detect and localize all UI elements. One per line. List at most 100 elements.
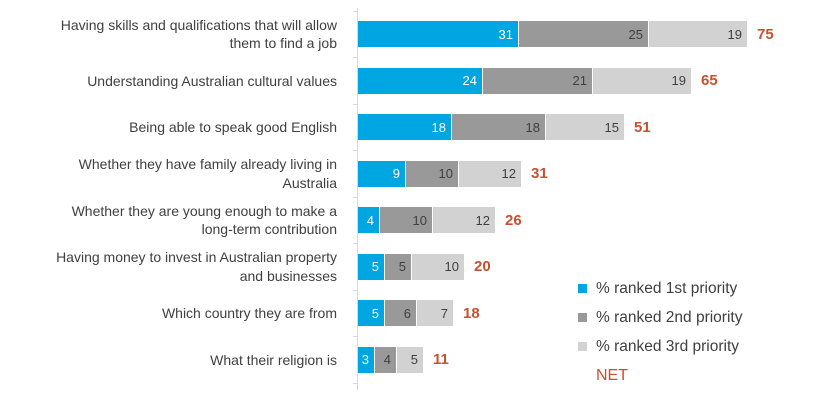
- segment-value-label: 24: [462, 73, 477, 89]
- category-label: Understanding Australian cultural values: [87, 72, 337, 89]
- bar-segment-1st-priority: 9: [358, 160, 405, 187]
- bar-segment-2nd-priority: 4: [375, 346, 396, 373]
- segment-value-label: 5: [371, 259, 379, 275]
- net-value-label: 18: [463, 304, 480, 322]
- bar-segment-1st-priority: 31: [358, 21, 518, 48]
- segment-value-label: 15: [604, 119, 619, 135]
- category-label: Having skills and qualifications that wi…: [60, 16, 337, 52]
- category-label: Which country they are from: [161, 305, 337, 321]
- segment-value-label: 5: [371, 305, 379, 321]
- category-label: Having money to invest in Australian pro…: [56, 249, 337, 284]
- bar-segment-3rd-priority: 7: [417, 300, 453, 327]
- segment-value-label: 4: [366, 212, 374, 228]
- segment-value-label: 10: [438, 166, 453, 182]
- segment-value-label: 19: [671, 73, 686, 89]
- y-axis-line: [357, 8, 358, 390]
- category-label: Being able to speak good English: [129, 119, 337, 135]
- segment-value-label: 9: [392, 166, 400, 182]
- bar-segment-1st-priority: 5: [358, 253, 384, 280]
- category-label: Whether they are young enough to make a …: [71, 202, 337, 238]
- legend-label-1st-priority: % ranked 1st priority: [596, 279, 738, 297]
- segment-value-label: 18: [431, 119, 446, 135]
- axis-tick: [353, 336, 357, 337]
- bar-segment-2nd-priority: 6: [385, 300, 416, 327]
- segment-value-label: 25: [628, 26, 643, 42]
- segment-value-label: 6: [403, 305, 411, 321]
- chart-rows: Having skills and qualifications that wi…: [0, 11, 814, 383]
- net-value-label: 26: [505, 211, 522, 229]
- segment-value-label: 21: [572, 73, 587, 89]
- segment-value-label: 19: [727, 26, 742, 42]
- segment-value-label: 31: [498, 26, 513, 42]
- bar-segment-1st-priority: 5: [358, 300, 384, 327]
- net-value-label: 65: [701, 72, 718, 90]
- bar-segment-3rd-priority: 12: [459, 160, 521, 187]
- stacked-bar: 5 5 10 20: [358, 253, 814, 280]
- axis-tick: [353, 150, 357, 151]
- axis-tick: [353, 196, 357, 198]
- bar-segment-1st-priority: 4: [358, 207, 379, 234]
- legend-swatch-3rd-priority-icon: [578, 342, 587, 351]
- segment-value-label: 10: [412, 212, 427, 228]
- category-label: Whether they have family already living …: [78, 156, 337, 191]
- net-value-label: 75: [757, 25, 774, 43]
- axis-tick: [353, 57, 357, 58]
- axis-tick: [353, 382, 357, 384]
- segment-value-label: 5: [410, 352, 418, 368]
- segment-value-label: 5: [398, 259, 406, 275]
- segment-value-label: 12: [501, 166, 516, 182]
- net-value-label: 11: [433, 351, 449, 369]
- bar-segment-3rd-priority: 19: [649, 21, 747, 48]
- bar-segment-2nd-priority: 10: [380, 207, 432, 234]
- segment-value-label: 18: [525, 119, 540, 135]
- chart-row: Being able to speak good English 18 18 15 51: [0, 104, 814, 151]
- bar-segment-3rd-priority: 12: [433, 207, 495, 234]
- stacked-bar: 18 18 15 51: [358, 114, 814, 141]
- category-label: What their religion is: [210, 351, 337, 368]
- chart-row: Whether they have family already living …: [0, 151, 814, 198]
- bar-segment-1st-priority: 18: [358, 114, 451, 141]
- bar-segment-2nd-priority: 25: [519, 21, 648, 48]
- legend-label-2nd-priority: % ranked 2nd priority: [596, 308, 743, 326]
- bar-segment-1st-priority: 3: [358, 346, 374, 373]
- net-value-label: 51: [634, 118, 651, 136]
- segment-value-label: 3: [361, 352, 369, 368]
- bar-segment-2nd-priority: 10: [406, 160, 458, 187]
- segment-value-label: 12: [475, 212, 490, 228]
- bar-segment-2nd-priority: 5: [385, 253, 411, 280]
- chart-row: Having skills and qualifications that wi…: [0, 11, 814, 58]
- stacked-bar: 24 21 19 65: [358, 67, 814, 94]
- segment-value-label: 4: [383, 352, 391, 368]
- chart-row: Understanding Australian cultural values…: [0, 58, 814, 105]
- axis-tick: [353, 103, 357, 105]
- chart-row: Which country they are from 5 6 7 18: [0, 290, 814, 337]
- stacked-bar: 4 10 12 26: [358, 207, 814, 234]
- legend-label-3rd-priority: % ranked 3rd priority: [596, 337, 740, 355]
- legend-swatch-1st-priority-icon: [578, 284, 587, 293]
- legend-item-1st-priority: % ranked 1st priority: [578, 274, 742, 303]
- stacked-bar: 3 4 5 11: [358, 346, 814, 373]
- stacked-bar: 5 6 7 18: [358, 300, 814, 327]
- net-value-label: 31: [531, 165, 548, 183]
- legend-swatch-2nd-priority-icon: [578, 313, 587, 322]
- segment-value-label: 7: [440, 305, 448, 321]
- legend-item-2nd-priority: % ranked 2nd priority: [578, 303, 742, 332]
- chart-row: Whether they are young enough to make a …: [0, 197, 814, 244]
- net-value-label: 20: [474, 258, 491, 276]
- chart-row: Having money to invest in Australian pro…: [0, 244, 814, 291]
- stacked-bar: 31 25 19 75: [358, 21, 814, 48]
- axis-tick: [353, 10, 357, 12]
- bar-segment-3rd-priority: 10: [412, 253, 464, 280]
- chart-row: What their religion is 3 4 5 11: [0, 337, 814, 384]
- bar-segment-3rd-priority: 5: [397, 346, 423, 373]
- axis-tick: [353, 243, 357, 244]
- legend-item-3rd-priority: % ranked 3rd priority: [578, 332, 742, 361]
- bar-segment-2nd-priority: 21: [483, 67, 592, 94]
- legend: % ranked 1st priority % ranked 2nd prior…: [578, 274, 742, 390]
- bar-segment-3rd-priority: 19: [593, 67, 691, 94]
- legend-net-label: NET: [596, 366, 628, 384]
- bar-segment-1st-priority: 24: [358, 67, 482, 94]
- stacked-bar: 9 10 12 31: [358, 160, 814, 187]
- bar-segment-3rd-priority: 15: [546, 114, 624, 141]
